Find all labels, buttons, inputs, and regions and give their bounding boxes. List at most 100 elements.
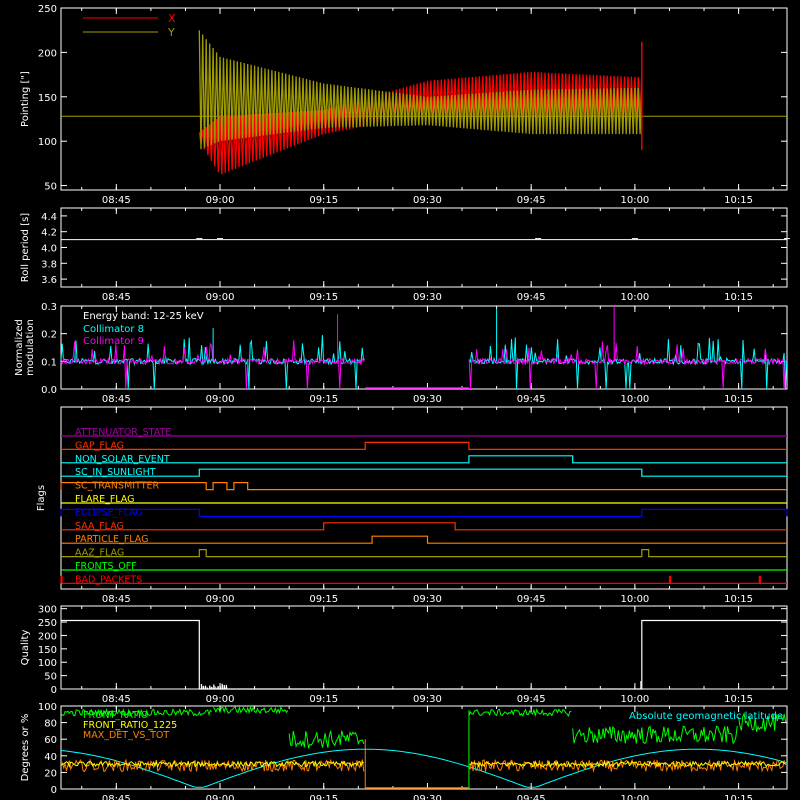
x-tick-label: 09:30 (413, 394, 442, 405)
y-axis-label: Roll period [s] (20, 213, 31, 282)
y-tick-label: 100 (38, 658, 57, 669)
x-tick-label: 09:00 (206, 594, 235, 605)
x-tick-label: 09:00 (206, 394, 235, 405)
y-tick-label: 0.3 (41, 302, 57, 313)
series-max-det-vs-tot-line (468, 758, 787, 773)
y-tick-label: 3.6 (41, 275, 57, 286)
flag-line-particle-flag (61, 535, 787, 544)
panel-roll-period: 08:45 09:00 09:15 09:30 09:45 10:00 10:15 3.6 3.… (20, 207, 790, 303)
panel-pointing: 08:45 09:00 09:15 09:30 09:45 10:00 10:15 50 100… (20, 4, 788, 206)
x-tick-label: 09:45 (517, 394, 546, 405)
x-tick-label: 10:15 (724, 794, 753, 800)
y-tick-label: 20 (44, 768, 57, 779)
flag-label-saa-flag: SAA_FLAG (75, 521, 124, 532)
series-max-det-vs-tot-line (60, 758, 365, 773)
panel-modulation: 08:45 09:00 09:15 09:30 09:45 10:00 10:15 0.0 0.… (14, 302, 788, 405)
flag-line-gap-flag (61, 441, 787, 450)
y-tick-label: 4.0 (41, 244, 57, 255)
x-tick-label: 08:45 (102, 394, 131, 405)
x-tick-label: 08:45 (102, 694, 131, 705)
x-tick-label: 09:30 (413, 694, 442, 705)
panel-frame (60, 7, 788, 191)
x-tick-label: 09:15 (309, 694, 338, 705)
flag-label-gap-flag: GAP_FLAG (75, 440, 124, 451)
series-front-ratio-line (468, 708, 572, 718)
legend-label-x: X (168, 12, 176, 25)
panel-quality: 08:45 09:00 09:15 09:30 09:45 10:00 10:15 0 50 10… (20, 605, 788, 705)
legend-label-front-ratio: FRONT_RATIO (83, 710, 148, 721)
series-front-ratio-1225-line (468, 760, 786, 768)
flag-line-non-solar-event (61, 455, 787, 464)
series-front-ratio-1225-line (60, 760, 364, 768)
y-tick-label: 50 (44, 182, 57, 193)
y-tick-label: 100 (38, 702, 57, 713)
y-tick-label: 300 (38, 605, 57, 616)
panel-ratios: 08:45 09:00 09:15 09:30 09:45 10:00 10:15 0 20 40… (20, 702, 788, 800)
series-front-ratio-line (288, 730, 365, 749)
y-tick-label: 200 (38, 48, 57, 59)
y-tick-label: 50 (44, 672, 57, 683)
flag-label-sc-transmitter: SC_TRANSMITTER (75, 481, 160, 492)
flag-label-attenuator-state: ATTENUATOR_STATE (75, 427, 171, 438)
series-geomagnetic-latitude-line (60, 748, 788, 788)
x-tick-label: 10:15 (724, 594, 753, 605)
x-tick-label: 09:00 (206, 292, 235, 303)
flag-line-sc-in-sunlight (61, 468, 787, 477)
y-axis-label: modulation (25, 319, 36, 376)
y-tick-label: 150 (38, 93, 57, 104)
y-axis-label: Normalized (14, 319, 25, 376)
x-tick-label: 09:15 (309, 195, 338, 206)
x-tick-label: 08:45 (102, 794, 131, 800)
y-axis-label: Flags (36, 485, 47, 511)
y-axis-label: Quality (20, 630, 31, 666)
y-tick-label: 250 (38, 618, 57, 629)
legend-label-collimator-8: Collimator 8 (83, 324, 144, 335)
y-tick-label: 250 (38, 4, 57, 15)
x-tick-label: 10:00 (620, 195, 649, 206)
y-tick-label: 0 (51, 785, 57, 796)
flag-line-eclipse-flag (60, 508, 788, 518)
x-tick-label: 09:00 (206, 195, 235, 206)
series-collimator-9-line (468, 341, 787, 390)
x-tick-label: 10:00 (620, 694, 649, 705)
y-tick-label: 4.4 (41, 212, 57, 223)
x-tick-label: 10:15 (724, 394, 753, 405)
legend-label-max-det-vs-tot: MAX_DET_VS_TOT (83, 730, 169, 741)
panel-frame (60, 406, 788, 590)
x-tick-label: 09:30 (413, 594, 442, 605)
x-tick-label: 10:00 (620, 794, 649, 800)
x-tick-label: 10:00 (620, 292, 649, 303)
legend-label-collimator-9: Collimator 9 (83, 336, 144, 347)
x-tick-label: 09:45 (517, 292, 546, 303)
quality-line (61, 619, 787, 690)
flag-line-saa-flag (61, 522, 787, 531)
y-tick-label: 150 (38, 645, 57, 656)
legend-label-y: Y (167, 26, 175, 39)
x-tick-label: 10:15 (724, 694, 753, 705)
panel-frame (60, 705, 788, 790)
x-tick-label: 09:00 (206, 794, 235, 800)
flag-line-sc-transmitter (60, 482, 787, 491)
x-tick-label: 09:15 (309, 594, 338, 605)
x-tick-label: 09:45 (517, 794, 546, 800)
x-tick-label: 08:45 (102, 195, 131, 206)
modulation-annotation: Energy band: 12-25 keV (83, 311, 204, 322)
x-tick-label: 09:45 (517, 694, 546, 705)
x-tick-label: 09:45 (517, 594, 546, 605)
y-tick-label: 0.1 (41, 357, 57, 368)
flag-label-fronts-off: FRONTS_OFF (75, 561, 137, 572)
flag-label-aaz-flag: AAZ_FLAG (75, 548, 124, 559)
y-tick-label: 0.2 (41, 330, 57, 341)
flag-label-eclipse-flag: ECLIPSE_FLAG (75, 507, 143, 518)
series-front-ratio-line (572, 725, 738, 745)
flag-label-sc-in-sunlight: SC_IN_SUNLIGHT (75, 467, 156, 478)
y-tick-label: 3.8 (41, 259, 57, 270)
x-tick-label: 10:15 (724, 195, 753, 206)
x-tick-label: 09:00 (206, 694, 235, 705)
y-tick-label: 80 (44, 719, 57, 730)
flag-line-aaz-flag (61, 548, 787, 558)
y-tick-label: 40 (44, 752, 57, 763)
ratios-annotation: Absolute geomagnetic latitude (629, 711, 783, 722)
